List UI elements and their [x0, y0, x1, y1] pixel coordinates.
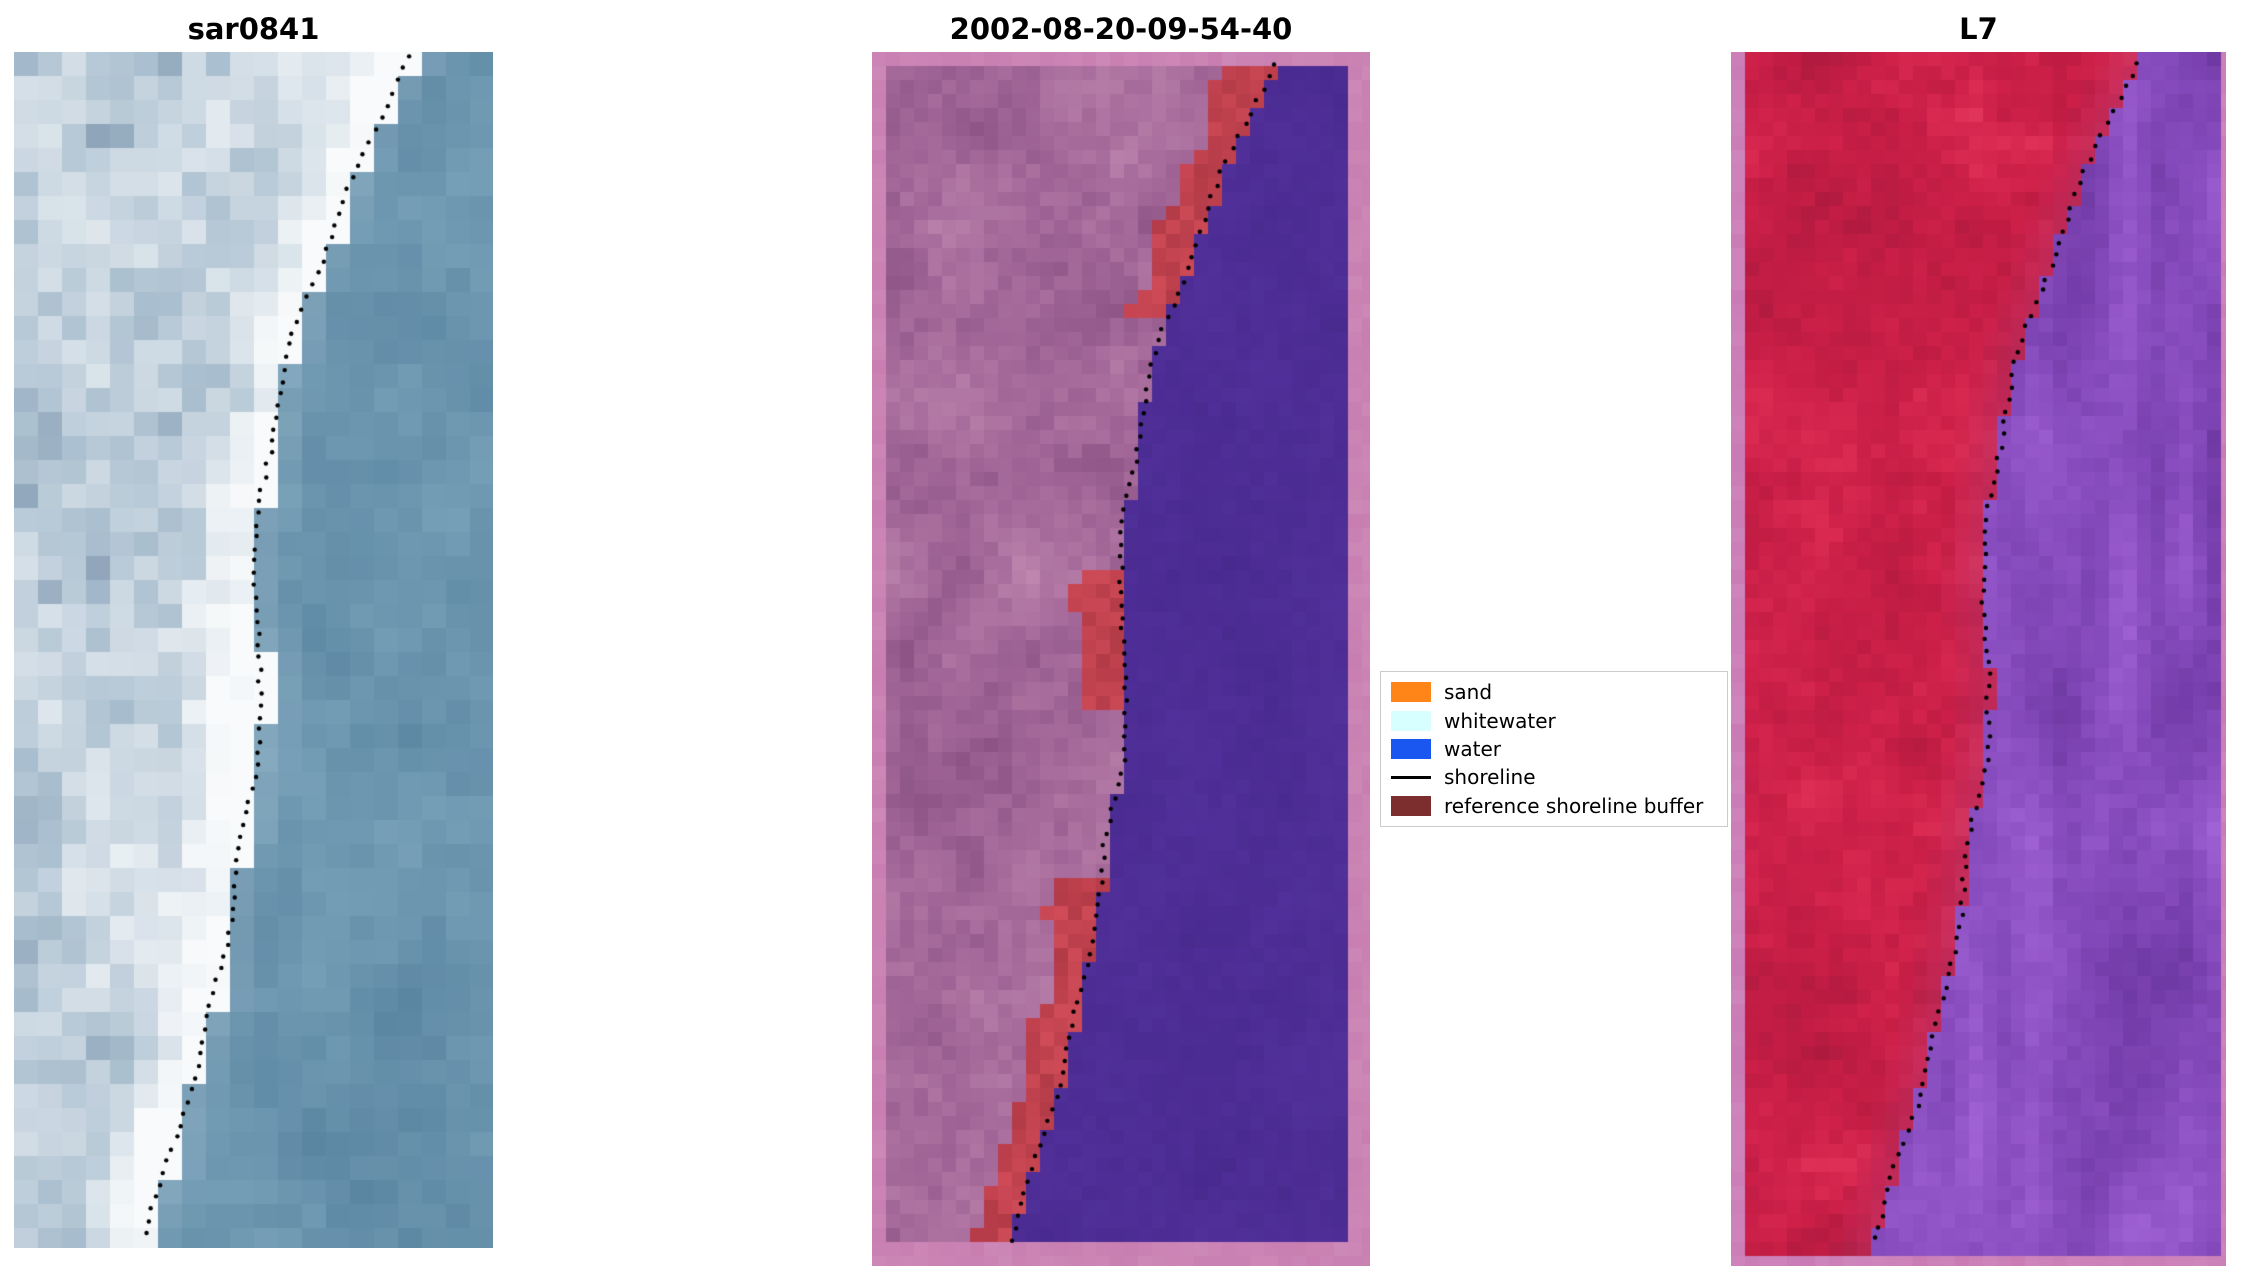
sand-swatch [1391, 682, 1431, 703]
panel-sar0841: sar0841 [14, 6, 493, 1248]
water-swatch [1391, 738, 1431, 759]
classification-image [872, 52, 1370, 1266]
legend-label-shoreline: shoreline [1444, 765, 1536, 790]
panel-classification: 2002-08-20-09-54-40 [872, 6, 1370, 1266]
legend-label-whitewater: whitewater [1444, 708, 1556, 733]
panel-title-classification: 2002-08-20-09-54-40 [949, 12, 1293, 46]
legend: sand whitewater water shoreline referenc… [1380, 671, 1728, 827]
legend-item-reference-shoreline-buffer: reference shoreline buffer [1391, 792, 1715, 820]
panel-title-l7: L7 [1959, 12, 1998, 46]
whitewater-swatch [1391, 710, 1431, 731]
sar-image [14, 52, 493, 1248]
legend-item-water: water [1391, 735, 1715, 763]
reference-shoreline-buffer-swatch [1391, 795, 1431, 816]
panel-title-sar: sar0841 [187, 12, 320, 46]
l7-image [1731, 52, 2226, 1266]
shoreline-line-swatch [1391, 775, 1431, 779]
legend-item-whitewater: whitewater [1391, 707, 1715, 735]
legend-label-water: water [1444, 736, 1501, 761]
legend-item-shoreline: shoreline [1391, 763, 1715, 791]
legend-label-reference-shoreline-buffer: reference shoreline buffer [1444, 793, 1704, 818]
panel-l7: L7 [1731, 6, 2226, 1266]
legend-item-sand: sand [1391, 678, 1715, 706]
legend-label-sand: sand [1444, 680, 1493, 705]
